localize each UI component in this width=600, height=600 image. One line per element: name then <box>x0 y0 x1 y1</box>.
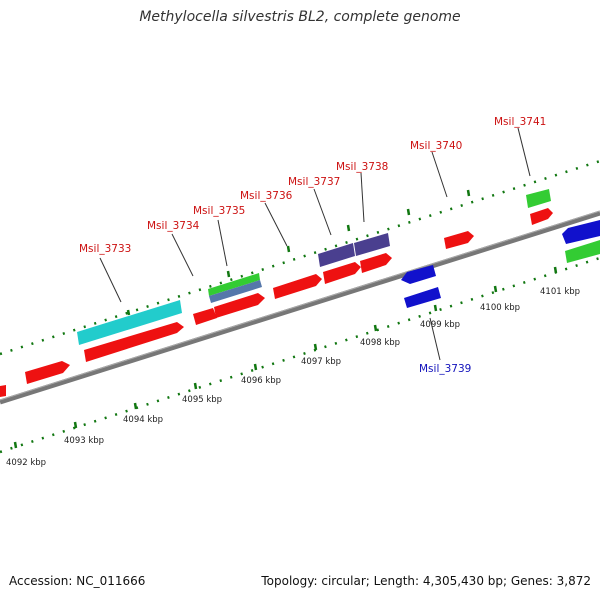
gene-arrow-right-blue <box>562 220 600 244</box>
genome-backbone <box>0 210 600 405</box>
genome-summary: Topology: circular; Length: 4,305,430 bp… <box>261 574 591 588</box>
gene-box-right-green <box>565 240 600 263</box>
scale-label: 4096 kbp <box>241 376 281 386</box>
gene-label-msil-3736: Msil_3736 <box>240 190 293 202</box>
scale-label: 4093 kbp <box>64 436 104 446</box>
genome-title: Methylocella silvestris BL2, complete ge… <box>139 9 461 25</box>
gene-label-msil-3740: Msil_3740 <box>410 140 462 152</box>
gene-label-msil-3734: Msil_3734 <box>147 220 200 232</box>
gene-arrow-msil-3736 <box>273 274 322 299</box>
scale-label: 4099 kbp <box>420 320 460 330</box>
gene-label-group: Msil_3733 Msil_3734 Msil_3735 Msil_3736 … <box>79 116 546 375</box>
scale-label: 4101 kbp <box>540 287 580 297</box>
upper-tick-track <box>0 159 600 356</box>
major-ticks <box>13 189 558 449</box>
gene-arrow-msil-3734 <box>214 293 265 318</box>
gene-box-msil-3737-purple <box>318 243 355 267</box>
gene-box-msil-3735-blue <box>209 280 262 303</box>
gene-arrow <box>25 361 70 384</box>
label-leaders <box>99 127 531 361</box>
gene-box-msil-3738-purple <box>354 233 390 256</box>
gene-arrow <box>193 308 217 325</box>
gene-features <box>0 189 600 397</box>
scale-label: 4098 kbp <box>360 338 400 348</box>
scale-label: 4094 kbp <box>123 415 163 425</box>
gene-label-msil-3737: Msil_3737 <box>288 176 340 188</box>
gene-label-msil-3733: Msil_3733 <box>79 243 131 255</box>
gene-label-msil-3741: Msil_3741 <box>494 116 546 128</box>
gene-label-msil-3738: Msil_3738 <box>336 161 388 173</box>
gene-arrow-msil-3733 <box>84 322 184 362</box>
scale-label: 4092 kbp <box>6 458 46 468</box>
gene-label-msil-3739: Msil_3739 <box>419 363 471 375</box>
gene-label-msil-3735: Msil_3735 <box>193 205 245 217</box>
accession-label: Accession: NC_011666 <box>9 574 146 588</box>
gene-arrow-left-edge <box>0 385 6 397</box>
gene-box-msil-3741-green <box>526 189 551 208</box>
gene-arrow-msil-3739-a <box>401 265 436 284</box>
gene-box-msil-3735-green <box>208 273 260 296</box>
scale-label: 4097 kbp <box>301 357 341 367</box>
scale-label-group: 4092 kbp 4093 kbp 4094 kbp 4095 kbp 4096… <box>6 287 580 468</box>
gene-arrow-msil-3737 <box>323 262 361 284</box>
gene-arrow-msil-3739-b <box>404 287 441 308</box>
gene-box-msil-3733-cyan <box>77 300 182 345</box>
gene-arrow-msil-3740 <box>444 231 474 249</box>
scale-label: 4100 kbp <box>480 303 520 313</box>
scale-label: 4095 kbp <box>182 395 222 405</box>
gene-arrow-msil-3741 <box>530 208 553 225</box>
gene-arrow-msil-3738 <box>360 253 392 273</box>
